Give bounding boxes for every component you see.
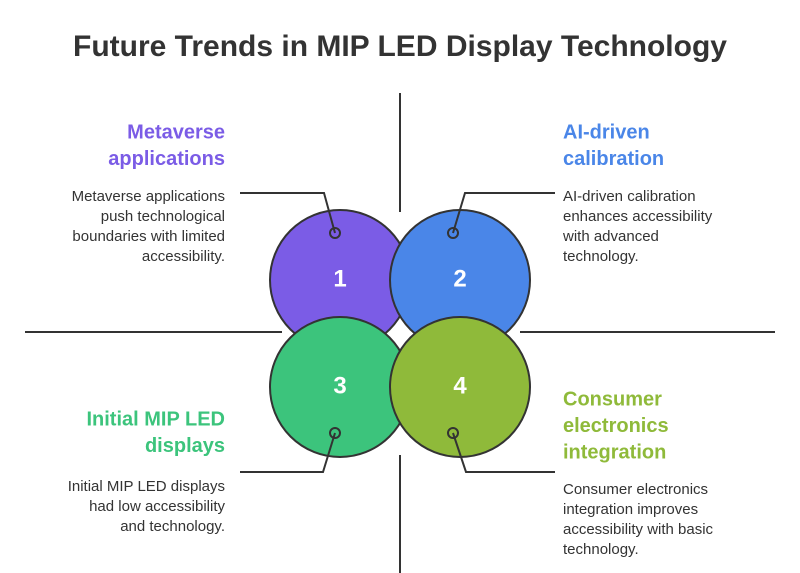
quadrant-title: calibration: [563, 148, 664, 170]
connector: [452, 192, 555, 234]
connector-dot: [329, 227, 341, 239]
quadrant-description: with advanced: [562, 228, 659, 245]
connector-dot: [447, 427, 459, 439]
quadrant-title: displays: [145, 435, 225, 457]
quadrant-description: AI-driven calibration: [563, 188, 696, 205]
quadrant-description: Consumer electronics: [563, 481, 708, 498]
connector-dot: [447, 227, 459, 239]
quadrant-title: Initial MIP LED: [86, 408, 225, 430]
number: 1: [333, 265, 346, 292]
quadrant-description: had low accessibility: [89, 498, 225, 515]
quadrant-title: Consumer: [563, 388, 662, 410]
quadrant-description: Metaverse applications: [72, 188, 225, 205]
quadrant-description: integration improves: [563, 501, 698, 518]
quadrant-title: Metaverse: [127, 121, 225, 143]
quadrant-description: Initial MIP LED displays: [68, 478, 225, 495]
quadrant-description: push technological: [101, 208, 225, 225]
number: 4: [453, 372, 467, 399]
connector: [240, 432, 336, 473]
connector: [240, 192, 336, 234]
connector: [452, 432, 555, 473]
quadrant-description: enhances accessibility: [563, 208, 713, 225]
title: Future Trends in MIP LED Display Technol…: [73, 30, 727, 63]
number: 3: [333, 372, 346, 399]
quadrant-description: accessibility with basic: [563, 521, 714, 538]
number: 2: [453, 265, 466, 292]
quadrant-description: accessibility.: [142, 248, 225, 265]
quadrant-title: electronics: [563, 415, 669, 437]
quadrant-title: applications: [108, 148, 225, 170]
connector-dot: [329, 427, 341, 439]
quadrant-title: integration: [563, 441, 666, 463]
quadrant-description: technology.: [563, 541, 639, 558]
quadrant-description: and technology.: [120, 518, 225, 535]
quadrant-title: AI-driven: [563, 121, 650, 143]
quadrant-description: boundaries with limited: [72, 228, 225, 245]
quadrant-description: technology.: [563, 248, 639, 265]
